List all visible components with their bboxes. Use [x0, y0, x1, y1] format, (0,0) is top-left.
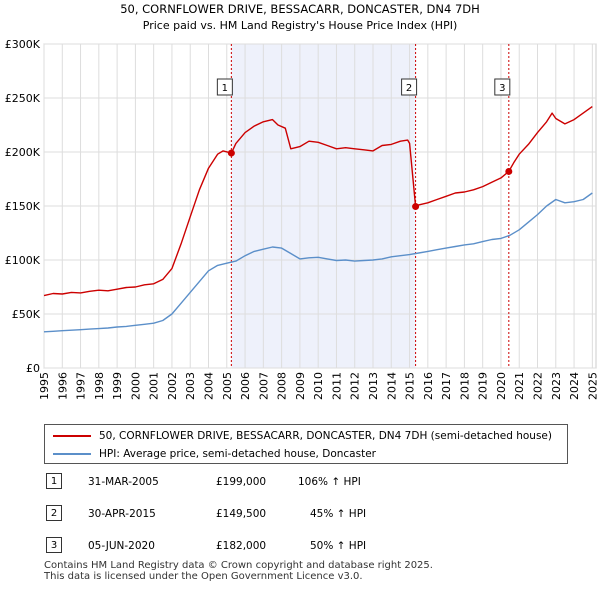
sale-number-box: 3	[46, 537, 62, 553]
x-tick-label: 1998	[93, 372, 106, 400]
x-tick-label: 2022	[532, 372, 545, 400]
sale-point	[412, 203, 420, 211]
x-tick-label: 2006	[239, 372, 252, 400]
sale-date: 30-APR-2015	[88, 508, 156, 520]
legend-hpi-swatch	[53, 453, 91, 455]
x-tick-label: 2008	[276, 372, 289, 400]
x-tick-label: 2004	[203, 372, 216, 400]
chart-title: 50, CORNFLOWER DRIVE, BESSACARR, DONCAST…	[120, 2, 480, 16]
y-tick-label: £50K	[12, 308, 41, 321]
x-tick-label: 1999	[111, 372, 124, 400]
x-tick-label: 2000	[129, 372, 142, 400]
legend-item-hpi: HPI: Average price, semi-detached house,…	[53, 446, 376, 462]
x-tick-label: 2001	[148, 372, 161, 400]
footer-copyright: Contains HM Land Registry data © Crown c…	[44, 560, 433, 571]
x-tick-label: 2023	[550, 372, 563, 400]
legend-item-property: 50, CORNFLOWER DRIVE, BESSACARR, DONCAST…	[53, 428, 552, 444]
sale-point	[505, 167, 513, 175]
chart-subtitle: Price paid vs. HM Land Registry's House …	[143, 19, 458, 32]
x-tick-label: 2009	[294, 372, 307, 400]
x-tick-label: 2002	[166, 372, 179, 400]
y-tick-label: £0	[26, 362, 40, 375]
x-tick-label: 1995	[38, 372, 51, 400]
sale-marker-box	[494, 78, 511, 96]
x-tick-label: 2010	[312, 372, 325, 400]
x-tick-label: 2013	[367, 372, 380, 400]
x-tick-label: 2011	[330, 372, 343, 400]
sale-number-box: 1	[46, 473, 62, 489]
hpi-line	[43, 192, 593, 333]
sale-price: £199,000	[216, 476, 267, 488]
x-tick-label: 2012	[349, 372, 362, 400]
y-tick-label: £200K	[5, 146, 41, 159]
x-tick-label: 2014	[385, 372, 398, 400]
sale-marker-label: 3	[499, 83, 505, 94]
x-tick-label: 1997	[75, 372, 88, 400]
sale-point	[227, 149, 235, 157]
sale-date: 31-MAR-2005	[88, 476, 159, 488]
x-tick-label: 2005	[221, 372, 234, 400]
x-tick-label: 2025	[586, 372, 599, 400]
legend: 50, CORNFLOWER DRIVE, BESSACARR, DONCAST…	[44, 424, 568, 464]
x-tick-label: 2016	[422, 372, 435, 400]
legend-property-swatch	[53, 435, 91, 437]
footer-licence: This data is licensed under the Open Gov…	[44, 571, 363, 582]
sale-date: 05-JUN-2020	[88, 540, 155, 552]
x-tick-label: 2024	[568, 372, 581, 400]
sale-marker-label: 1	[222, 83, 228, 94]
x-tick-label: 2018	[458, 372, 471, 400]
legend-hpi-label: HPI: Average price, semi-detached house,…	[99, 448, 376, 460]
y-tick-label: £250K	[5, 92, 41, 105]
footer: Contains HM Land Registry data © Crown c…	[44, 560, 433, 582]
sale-marker-label: 2	[406, 83, 412, 94]
x-tick-label: 2007	[257, 372, 270, 400]
sale-price: £149,500	[216, 508, 267, 520]
y-tick-label: £150K	[5, 200, 41, 213]
x-tick-label: 2003	[184, 372, 197, 400]
x-tick-label: 2019	[477, 372, 490, 400]
y-tick-label: £300K	[5, 38, 41, 51]
x-tick-label: 1996	[56, 372, 69, 400]
chart: 50, CORNFLOWER DRIVE, BESSACARR, DONCAST…	[5, 2, 600, 400]
sale-hpi-change: 45% ↑ HPI	[310, 508, 367, 520]
sale-hpi-change: 106% ↑ HPI	[298, 476, 361, 488]
x-tick-label: 2020	[495, 372, 508, 400]
sale-price: £182,000	[216, 540, 267, 552]
sale-marker-box	[216, 78, 233, 96]
sale-marker-box	[401, 78, 418, 96]
x-tick-label: 2015	[404, 372, 417, 400]
sale-number-box: 2	[46, 505, 62, 521]
legend-property-label: 50, CORNFLOWER DRIVE, BESSACARR, DONCAST…	[99, 430, 552, 442]
x-tick-label: 2021	[513, 372, 526, 400]
sale-hpi-change: 50% ↑ HPI	[310, 540, 367, 552]
y-tick-label: £100K	[5, 254, 41, 267]
x-tick-label: 2017	[440, 372, 453, 400]
